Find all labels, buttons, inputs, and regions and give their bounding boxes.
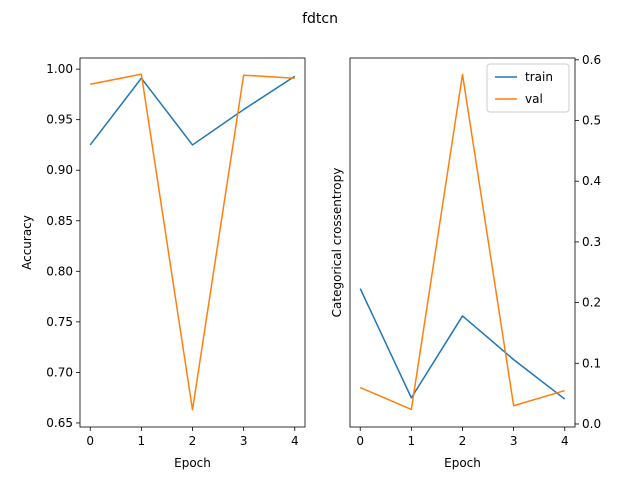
chart1-y-tick-label: 0.75 [46,315,73,329]
chart1-y-tick-label: 1.00 [46,62,73,76]
chart1-x-axis-label: Epoch [174,456,211,470]
chart2-x-tick-label: 2 [459,434,467,448]
chart1-series-val-line [90,73,295,411]
chart2-series-train-line [359,288,566,400]
chart2-x-tick-label: 3 [510,434,518,448]
chart2-x-tick-label: 1 [408,434,416,448]
chart1-y-tick-label: 0.70 [46,365,73,379]
crossentropy-chart: 0 1 2 3 4 0.0 0.1 0.2 0.3 0.4 0.5 0.6 Epoch Categoric… [330,53,601,470]
chart2-y-axis-label: Categorical crossentropy [330,168,344,318]
figure-title: fdtcn [302,11,338,27]
chart2-series-val-line [359,73,565,411]
chart2-legend: train val [486,63,570,113]
chart1-y-tick-label: 0.90 [46,163,73,177]
chart1-x-tick-label: 1 [138,434,146,448]
chart2-y-tick-label: 0.1 [582,356,601,370]
chart2-y-tick-label: 0.4 [582,174,601,188]
chart2-y-tick-label: 0.3 [582,235,601,249]
chart2-x-tick-label: 0 [356,434,364,448]
chart1-x-tick-label: 2 [189,434,197,448]
chart1-x-tick-label: 0 [86,434,94,448]
chart2-legend-box [486,63,570,113]
chart2-y-tick-label: 0.5 [582,114,601,128]
chart1-x-tick-label: 4 [291,434,299,448]
chart1-series-train-line [89,75,296,146]
chart1-y-tick-label: 0.80 [46,264,73,278]
chart2-legend-label-train: train [525,70,553,84]
chart2-y-tick-label: 0.0 [582,417,601,431]
chart2-y-tick-label: 0.6 [582,53,601,67]
chart1-y-tick-label: 0.65 [46,416,73,430]
chart1-y-tick-label: 0.95 [46,113,73,127]
chart1-y-tick-label: 0.85 [46,214,73,228]
chart1-y-axis-label: Accuracy [20,215,34,270]
chart1-x-tick-label: 3 [240,434,248,448]
chart2-legend-label-val: val [525,92,543,106]
accuracy-chart: 0 1 2 3 4 0.65 0.70 0.75 0.80 0.85 0.90 0.95 1.00 Epo… [20,57,306,470]
chart2-x-tick-label: 4 [561,434,569,448]
chart2-axes-frame [349,57,576,428]
chart2-y-tick-label: 0.2 [582,296,601,310]
chart2-x-axis-label: Epoch [444,456,481,470]
